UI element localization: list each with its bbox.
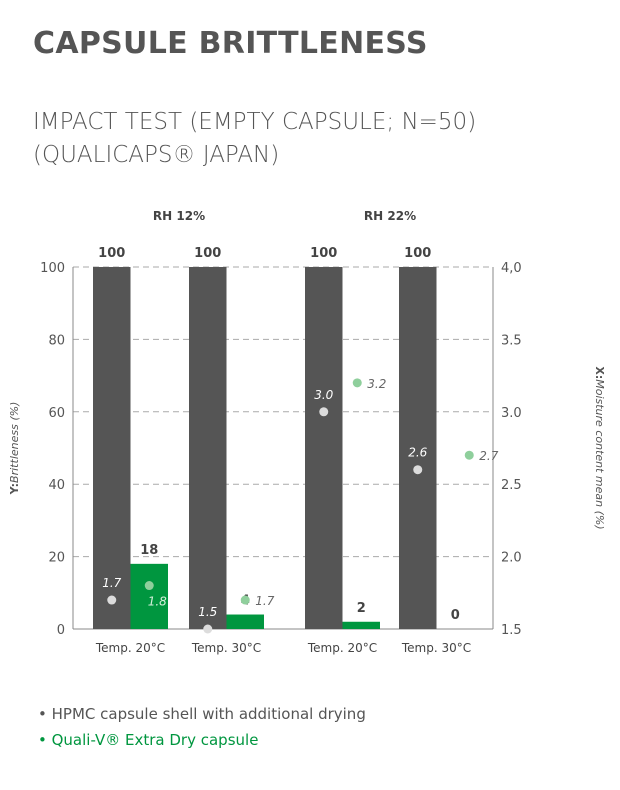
y-tick-label: 100 [40, 261, 65, 276]
moisture-dot [240, 595, 250, 605]
moisture-dot [203, 624, 213, 634]
y2-tick-label: 3.5 [501, 333, 522, 348]
subtitle-line-1: IMPACT TEST (EMPTY CAPSULE; N=50) [33, 109, 477, 135]
moisture-dot [352, 378, 362, 388]
y2-tick-label: 1.5 [501, 623, 522, 638]
moisture-label: 2.6 [408, 446, 427, 460]
moisture-label: 1.7 [102, 576, 121, 590]
y-tick-label: 80 [48, 333, 65, 348]
bar-hpmc [93, 267, 131, 629]
moisture-label: 1.5 [198, 605, 217, 619]
x-tick-label: Temp. 30°C [191, 641, 261, 655]
moisture-dot [107, 595, 117, 605]
moisture-label: 1.7 [255, 594, 274, 608]
page-title: CAPSULE BRITTLENESS [33, 26, 428, 61]
chart-subtitle: IMPACT TEST (EMPTY CAPSULE; N=50) (QUALI… [33, 106, 476, 172]
bar-value-label: 100 [194, 246, 221, 261]
moisture-label: 2.7 [479, 449, 498, 463]
subtitle-line-2: (QUALICAPS® JAPAN) [33, 142, 280, 168]
moisture-dot [144, 581, 154, 591]
legend: • HPMC capsule shell with additional dry… [38, 701, 366, 753]
bar-hpmc [305, 267, 343, 629]
y2-axis-title: X:Moisture content mean (%) [593, 366, 606, 529]
moisture-dot [319, 407, 329, 417]
bar-value-label: 100 [98, 246, 125, 261]
y-tick-label: 0 [57, 623, 65, 638]
bar-value-label: 2 [357, 601, 366, 616]
moisture-label: 3.2 [367, 377, 386, 391]
bar-value-label: 100 [404, 246, 431, 261]
legend-item-hpmc: • HPMC capsule shell with additional dry… [38, 705, 366, 723]
y-tick-label: 40 [48, 478, 65, 493]
bar-value-label: 100 [310, 246, 337, 261]
bar-quali-v [342, 621, 380, 629]
y2-tick-label: 3.0 [501, 406, 522, 421]
bar-quali-v [226, 614, 264, 629]
group-label: RH 22% [364, 209, 416, 223]
y-tick-label: 20 [48, 551, 65, 566]
moisture-dot [464, 450, 474, 460]
y-tick-label: 60 [48, 406, 65, 421]
y2-tick-label: 2.5 [501, 478, 522, 493]
x-tick-label: Temp. 20°C [95, 641, 165, 655]
x-tick-label: Temp. 30°C [401, 641, 471, 655]
bar-quali-v [130, 563, 168, 629]
y2-tick-label: 2.0 [501, 551, 522, 566]
moisture-dot [413, 465, 423, 475]
bar-value-label: 0 [451, 608, 460, 623]
legend-item-quali-v: • Quali-V® Extra Dry capsule [38, 731, 259, 749]
y-axis-title: Y:Brittleness (%) [8, 402, 21, 496]
brittleness-chart: 0204060801001.52.02.53.03.54,0Y:Brittlen… [8, 209, 606, 655]
y2-tick-label: 4,0 [501, 261, 522, 276]
bar-hpmc [189, 267, 227, 629]
x-tick-label: Temp. 20°C [307, 641, 377, 655]
bar-hpmc [399, 267, 437, 629]
moisture-label: 3.0 [314, 388, 333, 402]
bar-value-label: 18 [140, 543, 158, 558]
moisture-label: 1.8 [148, 595, 167, 609]
group-label: RH 12% [153, 209, 205, 223]
